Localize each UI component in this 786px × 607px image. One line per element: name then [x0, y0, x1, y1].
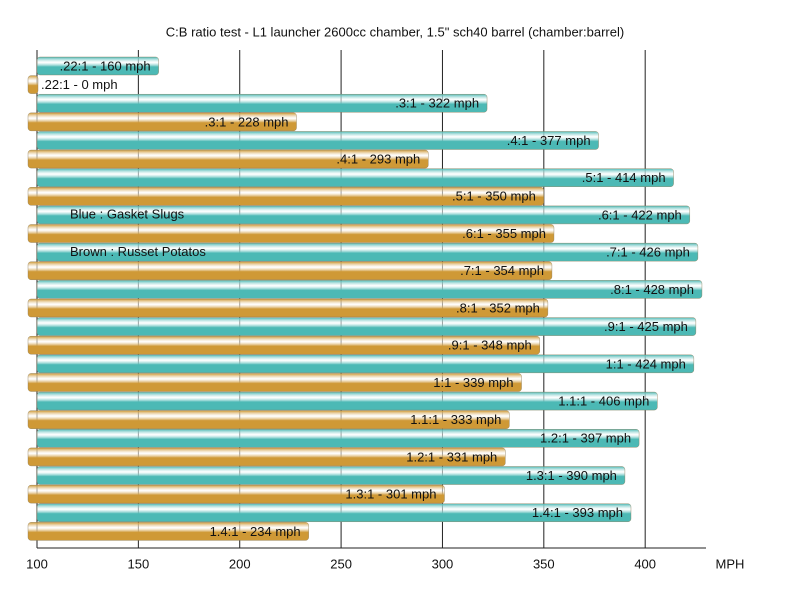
bar — [27, 75, 39, 94]
legend-label: Blue : Gasket Slugs — [70, 207, 185, 222]
x-tick-label: 250 — [330, 556, 352, 571]
bar — [27, 410, 510, 429]
x-tick-label: 200 — [229, 556, 251, 571]
x-tick-label: 350 — [533, 556, 555, 571]
bar — [36, 168, 674, 187]
bar — [27, 373, 522, 392]
bar — [36, 503, 632, 522]
bar — [27, 336, 540, 355]
bar — [36, 354, 695, 374]
x-tick-label: 400 — [634, 556, 656, 571]
chart-title: C:B ratio test - L1 launcher 2600cc cham… — [166, 24, 624, 39]
legend-label: Brown : Russet Potatos — [70, 244, 206, 259]
data-label: 1.2:1 - 397 mph — [540, 431, 631, 446]
data-label: .9:1 - 348 mph — [448, 338, 532, 353]
data-label: 1.4:1 - 393 mph — [532, 505, 623, 520]
data-label: .8:1 - 352 mph — [456, 300, 540, 315]
bar — [27, 112, 297, 132]
bar — [36, 94, 488, 113]
bar — [27, 187, 545, 206]
x-tick-label: 300 — [432, 556, 454, 571]
data-label: 1.3:1 - 390 mph — [526, 468, 617, 483]
data-label: 1:1 - 339 mph — [433, 375, 513, 390]
bar — [36, 466, 626, 485]
data-label: 1.3:1 - 301 mph — [345, 487, 436, 502]
data-label: .7:1 - 354 mph — [460, 263, 544, 278]
data-label: .3:1 - 322 mph — [395, 96, 479, 111]
data-label: .4:1 - 377 mph — [507, 133, 591, 148]
data-label: .6:1 - 422 mph — [598, 207, 682, 222]
bar — [36, 242, 699, 262]
bar — [36, 56, 159, 76]
data-label: .5:1 - 414 mph — [582, 170, 666, 185]
data-label: .7:1 - 426 mph — [606, 245, 690, 260]
data-label: .3:1 - 228 mph — [205, 114, 289, 129]
data-label: .5:1 - 350 mph — [452, 189, 536, 204]
bar — [36, 205, 690, 225]
bar — [27, 484, 445, 504]
x-tick-label: 150 — [128, 556, 150, 571]
data-label: 1:1 - 424 mph — [606, 356, 686, 371]
bar — [36, 317, 697, 336]
data-label: .4:1 - 293 mph — [336, 152, 420, 167]
bar — [27, 149, 429, 169]
x-tick-label: 100 — [26, 556, 48, 571]
bar — [36, 131, 599, 150]
data-label: .9:1 - 425 mph — [604, 319, 688, 334]
data-label: 1.4:1 - 234 mph — [210, 524, 301, 539]
data-label: 1.2:1 - 331 mph — [406, 449, 497, 464]
bar — [36, 391, 658, 411]
data-label: 1.1:1 - 406 mph — [558, 394, 649, 409]
bar — [36, 280, 703, 299]
bar — [27, 224, 555, 243]
data-label: 1.1:1 - 333 mph — [410, 412, 501, 427]
bar — [27, 522, 309, 541]
data-label: .22:1 - 160 mph — [60, 58, 151, 73]
bar — [27, 298, 549, 318]
data-label: .22:1 - 0 mph — [41, 77, 118, 92]
data-label: .8:1 - 428 mph — [610, 282, 694, 297]
x-axis-label: MPH — [716, 556, 745, 571]
bar — [36, 429, 640, 448]
bar — [27, 261, 553, 280]
bar — [27, 447, 506, 467]
data-label: .6:1 - 355 mph — [462, 226, 546, 241]
